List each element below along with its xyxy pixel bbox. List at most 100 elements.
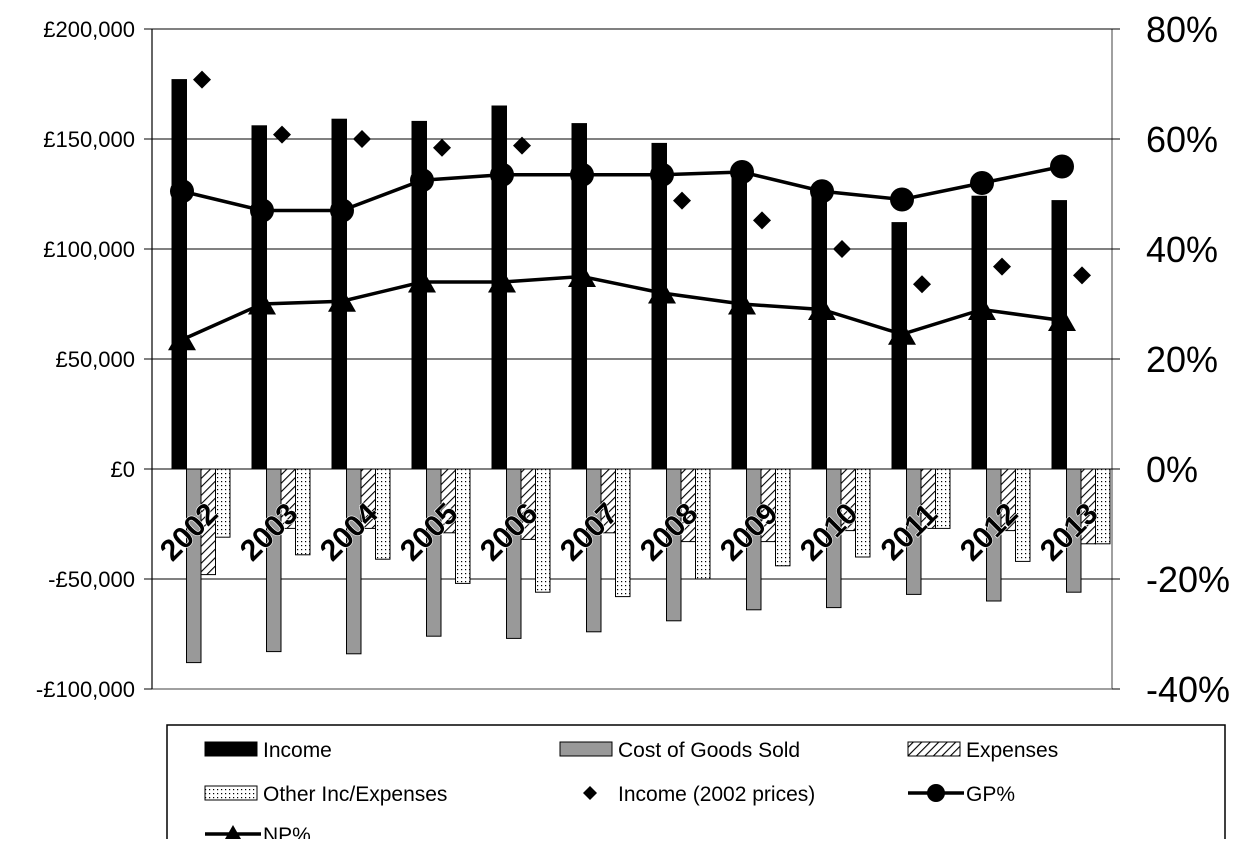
marker-np--2006 xyxy=(488,268,516,293)
y-axis-left-labels: -£100,000 -£50,000 £0 £50,000 £100,000 £150,0… xyxy=(36,17,135,702)
bar-other-inc-expenses-2009 xyxy=(775,468,791,567)
bar-other-inc-expenses-2002 xyxy=(215,468,231,538)
bar-other-inc-expenses-2008 xyxy=(695,468,711,580)
gridlines xyxy=(144,28,1120,690)
marker-gp--2003 xyxy=(250,198,274,223)
bar-cost-of-goods-sold-2005 xyxy=(426,468,442,637)
legend-item-other-inc-expenses: Other Inc/Expenses xyxy=(204,783,447,806)
y-left-tick-label: £150,000 xyxy=(43,127,135,152)
marker-gp--2005 xyxy=(410,168,434,193)
bar-income-2011 xyxy=(891,222,907,470)
bar-other-inc-expenses-2012 xyxy=(1015,468,1031,562)
marker-income-2002-prices-2003 xyxy=(273,125,291,144)
marker-gp--2006 xyxy=(490,162,514,187)
marker-np--2012 xyxy=(968,295,996,320)
marker-gp--2010 xyxy=(810,179,834,204)
marker-gp--2004 xyxy=(330,198,354,223)
y-right-tick-label: 60% xyxy=(1146,119,1218,160)
y-left-tick-label: £100,000 xyxy=(43,237,135,262)
marker-np--2011 xyxy=(888,320,916,345)
y-right-tick-label: 20% xyxy=(1146,339,1218,380)
bar-cost-of-goods-sold-2010 xyxy=(826,468,842,609)
legend-label: Expenses xyxy=(966,739,1058,762)
y-left-tick-label: £0 xyxy=(111,457,135,482)
legend-label: Income xyxy=(263,739,332,762)
legend-box xyxy=(166,724,1226,844)
legend-label: Cost of Goods Sold xyxy=(618,739,800,762)
bar-income-2009 xyxy=(731,167,747,470)
y-left-tick-label: -£50,000 xyxy=(48,567,135,592)
bar-income-2010 xyxy=(811,189,827,470)
bar-other-inc-expenses-2007 xyxy=(615,468,631,598)
bar-other-inc-expenses-2010 xyxy=(855,468,871,558)
marker-np--2009 xyxy=(728,290,756,315)
bar-cost-of-goods-sold-2007 xyxy=(586,468,602,633)
marker-income-2002-prices-2006 xyxy=(513,136,531,155)
bar-income-2012 xyxy=(971,195,987,470)
bar-cost-of-goods-sold-2012 xyxy=(986,468,1002,602)
y-right-tick-label: -20% xyxy=(1146,559,1230,600)
marker-gp--2002 xyxy=(170,179,194,204)
bar-income-2005 xyxy=(411,120,427,470)
bar-income-2013 xyxy=(1051,200,1067,470)
bar-cost-of-goods-sold-2004 xyxy=(346,468,362,655)
y-left-tick-label: -£100,000 xyxy=(36,677,135,702)
bar-other-inc-expenses-2004 xyxy=(375,468,391,560)
legend-swatch xyxy=(907,741,961,757)
marker-income-2002-prices-2008 xyxy=(673,191,691,210)
lines-layer xyxy=(168,70,1091,351)
marker-income-2002-prices-2009 xyxy=(753,211,771,230)
y-right-tick-label: 40% xyxy=(1146,229,1218,270)
marker-np--2004 xyxy=(328,287,356,312)
marker-gp--2011 xyxy=(890,187,914,212)
bar-other-inc-expenses-2005 xyxy=(455,468,471,584)
y-left-tick-label: £200,000 xyxy=(43,17,135,42)
marker-income-2002-prices-2013 xyxy=(1073,266,1091,285)
legend-diamond-marker xyxy=(583,786,597,800)
bar-income-2008 xyxy=(651,142,667,470)
marker-gp--2007 xyxy=(570,162,594,187)
marker-income-2002-prices-2010 xyxy=(833,240,851,258)
bars-layer xyxy=(171,79,1111,664)
legend-label: GP% xyxy=(966,783,1015,806)
legend-item-expenses: Expenses xyxy=(907,739,1058,762)
legend-triangle-marker xyxy=(224,825,242,841)
line-gp- xyxy=(181,164,1063,213)
y-axis-right-labels: -40% -20% 0% 20% 40% 60% 80% xyxy=(1146,9,1230,710)
marker-income-2002-prices-2004 xyxy=(353,130,371,148)
marker-np--2007 xyxy=(568,262,596,287)
line-np- xyxy=(181,274,1063,342)
bar-cost-of-goods-sold-2006 xyxy=(506,468,522,639)
marker-np--2005 xyxy=(408,268,436,293)
bar-income-2007 xyxy=(571,123,587,470)
legend-label: Income (2002 prices) xyxy=(618,783,815,806)
marker-np--2003 xyxy=(248,290,276,315)
marker-gp--2009 xyxy=(730,160,754,184)
legend-item-gp-: GP% xyxy=(908,783,1015,806)
marker-gp--2013 xyxy=(1050,154,1074,179)
bar-income-2002 xyxy=(171,79,187,470)
bar-other-inc-expenses-2013 xyxy=(1095,468,1111,545)
marker-income-2002-prices-2012 xyxy=(993,257,1011,276)
marker-np--2008 xyxy=(648,279,676,304)
bar-other-inc-expenses-2011 xyxy=(935,468,951,529)
marker-income-2002-prices-2011 xyxy=(913,275,931,294)
bar-other-inc-expenses-2003 xyxy=(295,468,311,556)
y-left-tick-label: £50,000 xyxy=(55,347,135,372)
bar-cost-of-goods-sold-2011 xyxy=(906,468,922,595)
marker-gp--2008 xyxy=(650,162,674,187)
marker-np--2010 xyxy=(808,295,836,320)
y-right-tick-label: -40% xyxy=(1146,669,1230,710)
legend-swatch xyxy=(559,741,613,757)
y-right-tick-label: 80% xyxy=(1146,9,1218,50)
legend-swatch xyxy=(204,785,258,801)
legend: Income Cost of Goods Sold Expenses Other In… xyxy=(166,724,1226,844)
marker-np--2002 xyxy=(168,325,196,351)
legend-swatch xyxy=(204,741,258,757)
legend-label: NP% xyxy=(263,824,311,839)
y-right-tick-label: 0% xyxy=(1146,449,1198,490)
bar-cost-of-goods-sold-2008 xyxy=(666,468,682,622)
legend-item-cost-of-goods-sold: Cost of Goods Sold xyxy=(559,739,800,762)
